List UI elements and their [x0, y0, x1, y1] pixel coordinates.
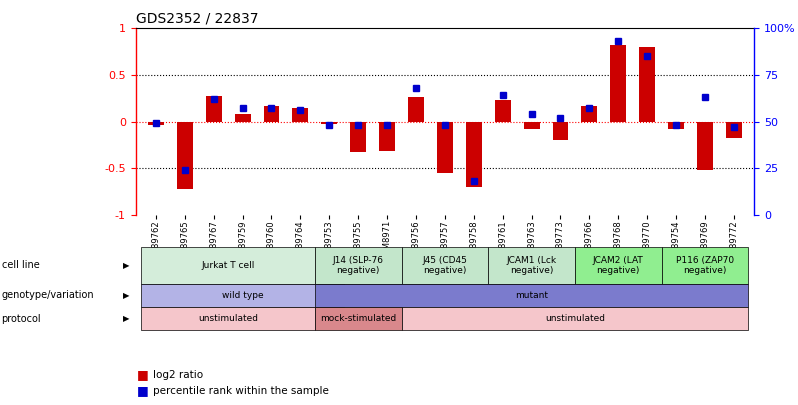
- Bar: [552, 122, 568, 140]
- Text: cell line: cell line: [2, 260, 39, 270]
- Text: P116 (ZAP70
negative): P116 (ZAP70 negative): [676, 256, 734, 275]
- Bar: [379, 122, 395, 151]
- Text: percentile rank within the sample: percentile rank within the sample: [153, 386, 329, 396]
- Text: ▶: ▶: [123, 261, 129, 270]
- Text: J45 (CD45
negative): J45 (CD45 negative): [422, 256, 468, 275]
- Text: ■: ■: [137, 368, 149, 381]
- Bar: [408, 97, 424, 122]
- Bar: [206, 96, 222, 122]
- Text: Jurkat T cell: Jurkat T cell: [201, 261, 255, 270]
- Text: log2 ratio: log2 ratio: [153, 370, 203, 379]
- Text: unstimulated: unstimulated: [545, 314, 605, 323]
- Bar: [177, 122, 193, 190]
- Text: ▶: ▶: [123, 314, 129, 323]
- Bar: [263, 106, 279, 121]
- Bar: [350, 122, 366, 152]
- Text: genotype/variation: genotype/variation: [2, 290, 94, 300]
- Text: unstimulated: unstimulated: [198, 314, 258, 323]
- Bar: [726, 122, 742, 138]
- Bar: [148, 122, 164, 125]
- Bar: [235, 114, 251, 122]
- Text: J14 (SLP-76
negative): J14 (SLP-76 negative): [333, 256, 384, 275]
- Text: mutant: mutant: [515, 291, 548, 300]
- Bar: [697, 122, 713, 170]
- Bar: [523, 122, 539, 129]
- Bar: [466, 122, 482, 187]
- Bar: [437, 122, 452, 173]
- Bar: [639, 47, 655, 122]
- Text: ■: ■: [137, 384, 149, 397]
- Text: GDS2352 / 22837: GDS2352 / 22837: [136, 12, 259, 26]
- Bar: [668, 122, 684, 129]
- Bar: [610, 45, 626, 122]
- Bar: [582, 106, 598, 121]
- Bar: [322, 122, 338, 124]
- Text: ▶: ▶: [123, 291, 129, 300]
- Text: JCAM2 (LAT
negative): JCAM2 (LAT negative): [593, 256, 644, 275]
- Text: mock-stimulated: mock-stimulated: [320, 314, 397, 323]
- Bar: [495, 100, 511, 122]
- Bar: [292, 107, 308, 122]
- Text: protocol: protocol: [2, 314, 41, 324]
- Text: wild type: wild type: [222, 291, 263, 300]
- Text: JCAM1 (Lck
negative): JCAM1 (Lck negative): [507, 256, 557, 275]
